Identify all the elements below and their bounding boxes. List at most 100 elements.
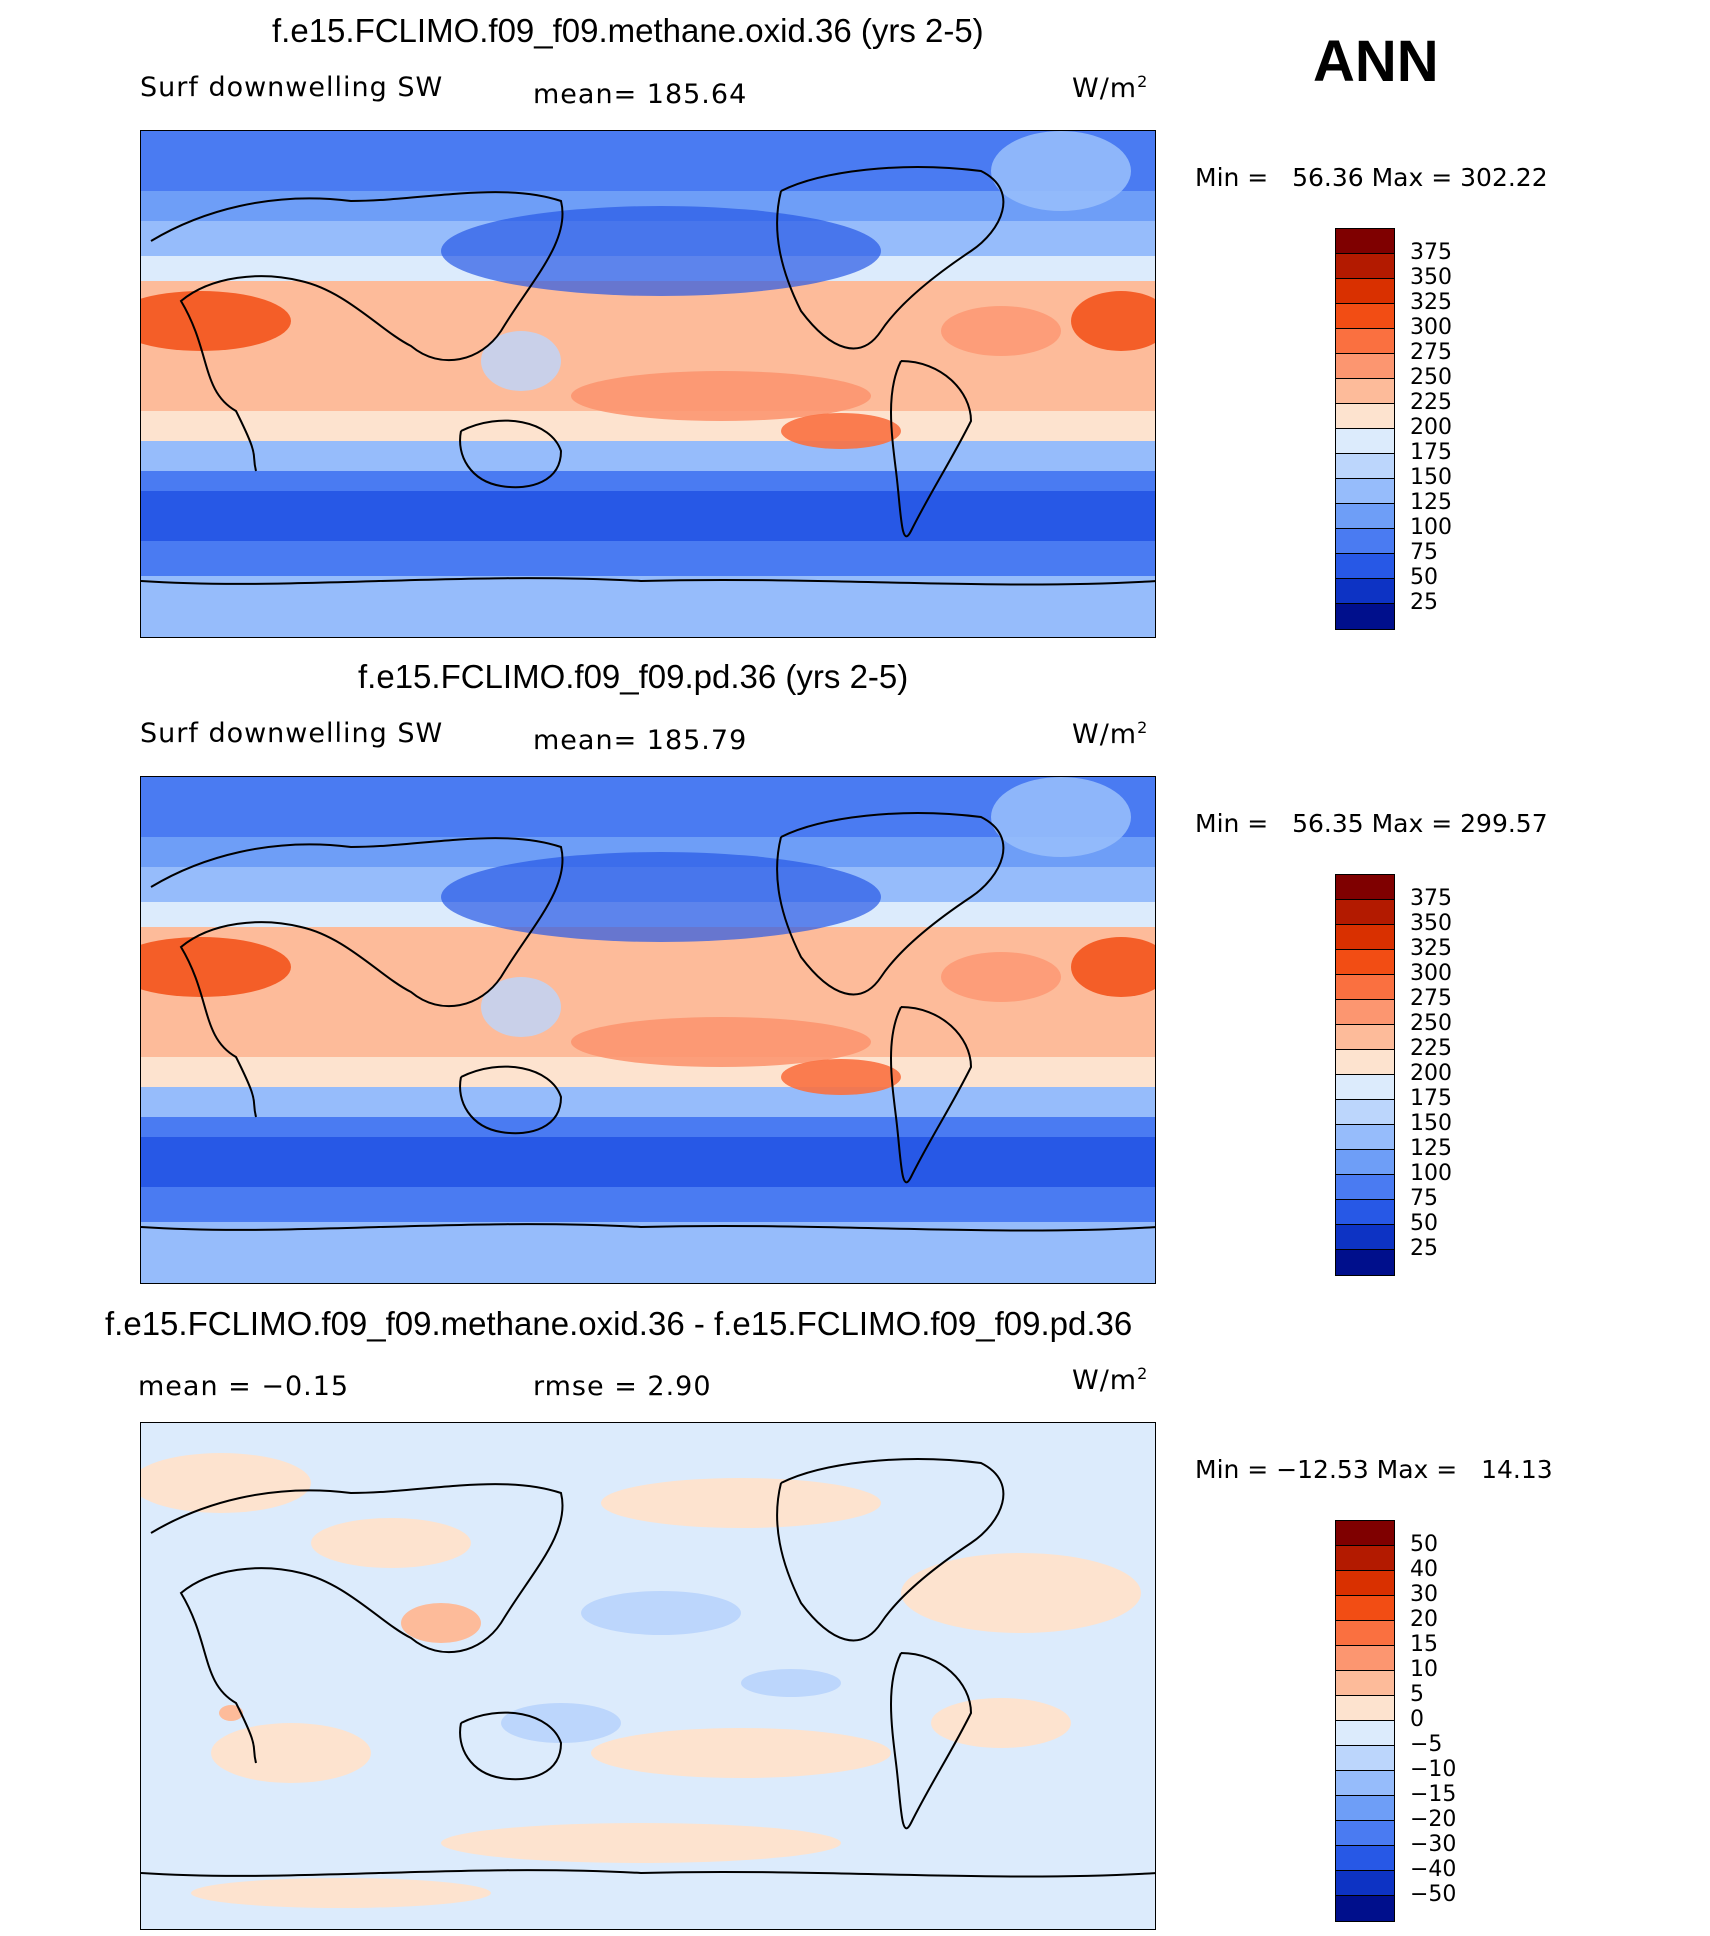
panel-1-variable-label: Surf downwelling SW [140, 72, 444, 103]
panel-3-level-label: −50 [1410, 1882, 1457, 1907]
panel-1-minmax: Min = 56.36 Max = 302.22 [1195, 163, 1548, 192]
panel-1-field [141, 131, 1155, 637]
panel-3-colorbar [1335, 1520, 1395, 1922]
panel-1-level-label: 100 [1410, 515, 1452, 540]
panel-2-level-label: 325 [1410, 936, 1452, 961]
panel-1-swatch [1336, 454, 1394, 479]
panel-3-swatch [1336, 1596, 1394, 1621]
panel-2-coastlines [141, 812, 1155, 1232]
panel-1-swatch [1336, 229, 1394, 254]
panel-1-swatch [1336, 254, 1394, 279]
panel-1-swatch [1336, 379, 1394, 404]
panel-2-swatch [1336, 1000, 1394, 1025]
panel-3-level-label: −15 [1410, 1782, 1457, 1807]
panel-1-level-label: 150 [1410, 465, 1452, 490]
panel-3-level-label: 0 [1410, 1707, 1424, 1732]
panel-2-swatch [1336, 875, 1394, 900]
panel-2-title: f.e15.FCLIMO.f09_f09.pd.36 (yrs 2-5) [358, 658, 909, 695]
panel-1-swatch [1336, 404, 1394, 429]
panel-3-swatch [1336, 1821, 1394, 1846]
panel-3-swatch [1336, 1621, 1394, 1646]
panel-2-level-label: 75 [1410, 1186, 1438, 1211]
panel-3-level-label: 20 [1410, 1607, 1438, 1632]
panel-3-swatch [1336, 1571, 1394, 1596]
panel-1-mean-label: mean= 185.64 [533, 79, 748, 110]
panel-2-swatch [1336, 925, 1394, 950]
panel-3-level-label: 5 [1410, 1682, 1424, 1707]
panel-3-level-label: −30 [1410, 1832, 1457, 1857]
panel-2-swatch [1336, 1250, 1394, 1275]
panel-2-level-label: 150 [1410, 1111, 1452, 1136]
panel-1-level-label: 175 [1410, 440, 1452, 465]
panel-2-level-label: 250 [1410, 1011, 1452, 1036]
panel-1-level-label: 200 [1410, 415, 1452, 440]
panel-2-features [141, 777, 1155, 1095]
panel-2-swatch [1336, 1175, 1394, 1200]
panel-3-swatch [1336, 1546, 1394, 1571]
panel-1-level-label: 125 [1410, 490, 1452, 515]
panel-2-swatch [1336, 1100, 1394, 1125]
panel-3-level-label: 50 [1410, 1532, 1438, 1557]
panel-1-swatch [1336, 304, 1394, 329]
panel-3-swatch [1336, 1721, 1394, 1746]
panel-3-level-label: 10 [1410, 1657, 1438, 1682]
panel-3-swatch [1336, 1771, 1394, 1796]
panel-3-swatch [1336, 1746, 1394, 1771]
panel-3-title: f.e15.FCLIMO.f09_f09.methane.oxid.36 - f… [105, 1305, 1133, 1342]
panel-2-swatch [1336, 1025, 1394, 1050]
panel-1-swatch [1336, 329, 1394, 354]
panel-1-swatch [1336, 554, 1394, 579]
panel-2-swatch [1336, 900, 1394, 925]
panel-2-swatch [1336, 950, 1394, 975]
panel-3-coastlines [141, 1458, 1155, 1878]
panel-3-minmax: Min = −12.53 Max = 14.13 [1195, 1455, 1553, 1484]
panel-1-coastlines [141, 166, 1155, 586]
panel-1-level-label: 350 [1410, 265, 1452, 290]
panel-3-swatch [1336, 1521, 1394, 1546]
panel-2-level-label: 200 [1410, 1061, 1452, 1086]
panel-3-field [141, 1423, 1155, 1929]
panel-2-level-label: 350 [1410, 911, 1452, 936]
panel-1-level-label: 25 [1410, 590, 1438, 615]
panel-2-level-label: 300 [1410, 961, 1452, 986]
panel-2-level-label: 225 [1410, 1036, 1452, 1061]
panel-1-level-label: 325 [1410, 290, 1452, 315]
panel-2-level-label: 175 [1410, 1086, 1452, 1111]
panel-1-swatch [1336, 604, 1394, 629]
panel-1-swatch [1336, 479, 1394, 504]
panel-2-level-label: 125 [1410, 1136, 1452, 1161]
panel-3-level-label: −40 [1410, 1857, 1457, 1882]
panel-3-swatch [1336, 1896, 1394, 1921]
panel-1-features [141, 131, 1155, 449]
panel-2-swatch [1336, 1225, 1394, 1250]
panel-1-level-label: 375 [1410, 240, 1452, 265]
panel-3-level-label: 30 [1410, 1582, 1438, 1607]
panel-1-level-label: 225 [1410, 390, 1452, 415]
panel-3-level-label: 15 [1410, 1632, 1438, 1657]
panel-2-level-label: 275 [1410, 986, 1452, 1011]
panel-2-swatch [1336, 1150, 1394, 1175]
panel-3-swatch [1336, 1646, 1394, 1671]
panel-2-minmax: Min = 56.35 Max = 299.57 [1195, 809, 1548, 838]
panel-3-map [140, 1422, 1156, 1930]
panel-3-level-label: −20 [1410, 1807, 1457, 1832]
panel-1-level-label: 275 [1410, 340, 1452, 365]
panel-3-level-label: −10 [1410, 1757, 1457, 1782]
panel-2-level-label: 50 [1410, 1211, 1438, 1236]
panel-3-swatch [1336, 1871, 1394, 1896]
panel-3-swatch [1336, 1671, 1394, 1696]
panel-3-level-label: −5 [1410, 1732, 1443, 1757]
panel-1-map [140, 130, 1156, 638]
panel-2-units: W/m2 [1072, 718, 1149, 750]
panel-2-swatch [1336, 1050, 1394, 1075]
panel-2-colorbar [1335, 874, 1395, 1276]
panel-2-field [141, 777, 1155, 1283]
panel-1-swatch [1336, 579, 1394, 604]
panel-2-level-label: 25 [1410, 1236, 1438, 1261]
panel-2-level-label: 100 [1410, 1161, 1452, 1186]
panel-1-swatch [1336, 429, 1394, 454]
panel-2-swatch [1336, 1200, 1394, 1225]
panel-1-level-label: 300 [1410, 315, 1452, 340]
panel-2-level-label: 375 [1410, 886, 1452, 911]
panel-3-swatch [1336, 1846, 1394, 1871]
